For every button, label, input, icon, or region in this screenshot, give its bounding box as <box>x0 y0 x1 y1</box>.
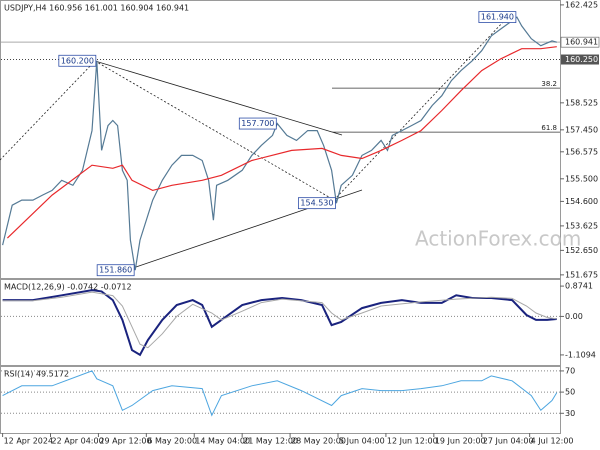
panel-title: MACD(12,26,9) -0.0742 -0.0712 <box>4 283 132 292</box>
x-tick-label: 14 May 04:00 <box>195 437 250 446</box>
annotation-label: 151.860 <box>99 266 132 275</box>
series-line <box>2 291 557 349</box>
x-tick-label: 28 May 20:00 <box>291 437 346 446</box>
y-tick-label: 0.00 <box>565 312 583 321</box>
annotation-box <box>238 117 277 130</box>
y-tick-label: 0.8741 <box>565 282 593 291</box>
dashed-line <box>333 19 506 201</box>
annotation-box <box>96 264 135 277</box>
annotation-label: 154.530 <box>300 199 333 208</box>
annotation-label: 160.200 <box>61 56 94 65</box>
x-tick-label: 27 Jun 04:00 <box>483 437 534 446</box>
fib-label: 61.8 <box>541 124 557 132</box>
x-tick-label: 4 Jul 12:00 <box>531 437 574 446</box>
macd-panel <box>0 279 561 366</box>
x-tick-label: 12 Jun 12:00 <box>387 437 438 446</box>
y-tick-label: 155.500 <box>565 174 598 183</box>
current-price-label: 160.941 <box>565 38 598 47</box>
annotation-box <box>478 11 517 23</box>
annotation-box <box>58 54 97 67</box>
y-tick-label: 30 <box>565 409 575 418</box>
x-tick-label: 19 Jun 20:00 <box>435 437 486 446</box>
x-tick-label: 21 May 12:00 <box>243 437 298 446</box>
rsi-panel <box>0 366 561 434</box>
y-tick-label: -1.1094 <box>565 350 596 359</box>
y-tick-label: 154.600 <box>565 197 598 206</box>
marked-level-box <box>561 54 599 65</box>
x-tick-label: 12 Apr 2024 <box>4 437 53 446</box>
x-tick-label: 29 Apr 12:00 <box>99 437 151 446</box>
watermark: ActionForex.com <box>415 227 581 251</box>
series-line <box>6 46 557 239</box>
y-tick-label: 152.650 <box>565 246 598 255</box>
trendline <box>94 60 343 136</box>
y-tick-label: 162.425 <box>565 0 598 9</box>
annotation-label: 157.700 <box>241 119 274 128</box>
current-price-box <box>560 36 600 48</box>
y-tick-label: 158.525 <box>565 98 598 107</box>
price-panel <box>0 0 561 279</box>
fib-label: 38.2 <box>541 80 557 88</box>
marked-level-label: 160.250 <box>565 55 598 64</box>
x-tick-label: 5 Jun 04:00 <box>339 437 385 446</box>
x-tick-label: 22 Apr 04:00 <box>52 437 104 446</box>
y-tick-label: 70 <box>565 366 575 375</box>
y-tick-label: 156.575 <box>565 147 598 156</box>
series-line <box>2 16 557 271</box>
y-tick-label: 153.625 <box>565 221 598 230</box>
y-tick-label: 50 <box>565 388 575 397</box>
panel-title: RSI(14) 49.5172 <box>4 370 69 379</box>
series-line <box>2 370 558 417</box>
annotation-label: 161.940 <box>481 13 514 22</box>
x-tick-label: 6 May 20:00 <box>147 437 197 446</box>
y-tick-label: 157.450 <box>565 125 598 134</box>
dashed-line <box>0 60 96 161</box>
annotation-box <box>297 197 336 210</box>
y-tick-label: 151.675 <box>565 270 598 279</box>
panel-title: USDJPY,H4 160.956 161.001 160.904 160.94… <box>4 4 189 13</box>
